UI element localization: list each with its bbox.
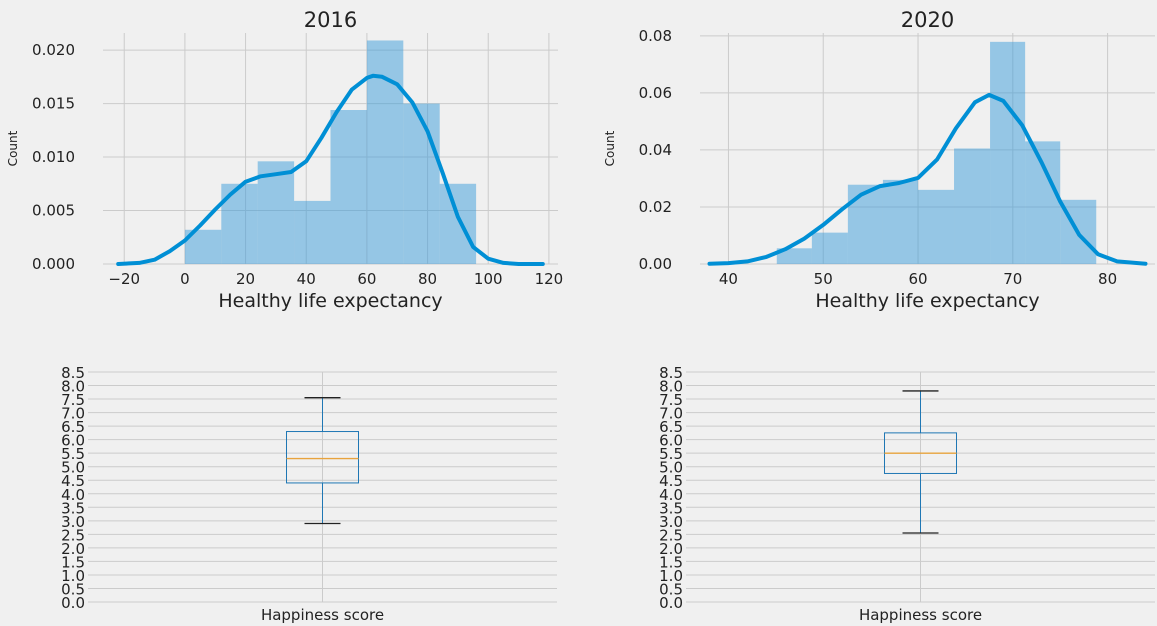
y-tick-label: 0.02	[639, 198, 672, 216]
box-panel-2: 0.00.51.01.52.02.53.03.54.04.55.05.56.06…	[61, 364, 557, 624]
hist-panel-0: −20 0 20 40 60 80 100 120 0.000 0.005 0.010 0.015 0.…	[6, 8, 563, 312]
histogram-bar	[811, 232, 848, 264]
y-tick-label: 0.0	[61, 594, 85, 612]
x-tick-label: 100	[474, 270, 503, 288]
x-tick-label: 40	[719, 270, 738, 288]
x-axis-label: Healthy life expectancy	[218, 290, 442, 312]
y-tick-label: 0.015	[32, 95, 75, 113]
box-iqr	[286, 431, 359, 484]
y-tick-label: 2.0	[61, 540, 85, 558]
x-tick-label: 80	[1098, 270, 1117, 288]
y-tick-label: 0.0	[659, 594, 683, 612]
y-tick-label: 0.5	[61, 580, 85, 598]
y-tick-label: 4.5	[659, 472, 683, 490]
y-tick-label: 4.0	[61, 486, 85, 504]
y-tick-label: 4.5	[61, 472, 85, 490]
y-tick-label: 4.0	[659, 486, 683, 504]
y-axis-label: Count	[603, 130, 617, 166]
y-tick-label: 2.5	[659, 526, 683, 544]
y-tick-label: 2.5	[61, 526, 85, 544]
histogram-bar	[257, 161, 295, 264]
x-tick-label: Happiness score	[859, 606, 982, 624]
hist-panel-1: 40 50 60 70 80 0.00 0.02 0.04 0.06 0.08 2020 Health…	[603, 8, 1155, 312]
chart-title: 2016	[304, 8, 357, 32]
y-tick-label: 3.5	[659, 499, 683, 517]
x-tick-label: 120	[535, 270, 564, 288]
kde-line	[116, 73, 545, 266]
x-tick-label: 80	[418, 270, 437, 288]
histogram-bar	[918, 189, 955, 264]
y-tick-label: 2.0	[659, 540, 683, 558]
histogram-bar	[294, 200, 331, 264]
kde-line	[707, 92, 1148, 266]
y-tick-label: 0.5	[659, 580, 683, 598]
y-tick-label: 0.08	[639, 27, 672, 45]
x-tick-label: 60	[357, 270, 376, 288]
y-tick-label: 8.0	[61, 378, 85, 396]
chart-title: 2020	[901, 8, 954, 32]
box-panel-3: 0.00.51.01.52.02.53.03.54.04.55.05.56.06…	[659, 364, 1155, 624]
x-tick-label: 70	[1003, 270, 1022, 288]
y-tick-label: 7.5	[61, 391, 85, 409]
y-tick-label: 7.0	[61, 405, 85, 423]
y-tick-label: 0.00	[639, 255, 672, 273]
y-tick-label: 7.5	[659, 391, 683, 409]
x-tick-label: 20	[236, 270, 255, 288]
y-tick-label: 5.0	[659, 459, 683, 477]
y-tick-label: 1.0	[659, 567, 683, 585]
histogram-bar	[954, 148, 991, 264]
histogram-bar	[330, 110, 367, 264]
histogram-bar	[847, 184, 883, 264]
y-tick-label: 3.5	[61, 499, 85, 517]
x-axis-label: Healthy life expectancy	[815, 290, 1039, 312]
histogram-bar	[439, 183, 477, 264]
y-tick-label: 0.005	[32, 202, 75, 220]
y-tick-label: 8.0	[659, 378, 683, 396]
y-tick-label: 0.06	[639, 84, 672, 102]
y-tick-label: 1.0	[61, 567, 85, 585]
histogram-bar	[1025, 141, 1061, 264]
y-tick-label: 0.020	[32, 41, 75, 59]
y-tick-label: 5.5	[61, 445, 85, 463]
histogram-bar	[990, 41, 1026, 264]
x-tick-label: −20	[108, 270, 140, 288]
y-tick-label: 7.0	[659, 405, 683, 423]
y-tick-label: 8.5	[659, 364, 683, 382]
histogram-bar	[403, 103, 440, 264]
x-tick-label: 0	[180, 270, 190, 288]
y-tick-label: 6.0	[61, 432, 85, 450]
x-tick-label: 60	[908, 270, 927, 288]
y-tick-label: 5.5	[659, 445, 683, 463]
histogram-bar	[776, 248, 812, 264]
y-tick-label: 3.0	[61, 513, 85, 531]
y-tick-label: 0.000	[32, 255, 75, 273]
histogram-bar	[882, 179, 919, 264]
y-tick-label: 6.5	[659, 418, 683, 436]
y-tick-label: 6.5	[61, 418, 85, 436]
x-tick-label: 40	[297, 270, 316, 288]
y-tick-label: 1.5	[61, 553, 85, 571]
y-tick-label: 0.04	[639, 141, 672, 159]
y-tick-label: 8.5	[61, 364, 85, 382]
y-tick-label: 6.0	[659, 432, 683, 450]
y-axis-label: Count	[6, 130, 20, 166]
y-tick-label: 3.0	[659, 513, 683, 531]
y-tick-label: 0.010	[32, 148, 75, 166]
x-tick-label: Happiness score	[261, 606, 384, 624]
y-tick-label: 5.0	[61, 459, 85, 477]
x-tick-label: 50	[814, 270, 833, 288]
y-tick-label: 1.5	[659, 553, 683, 571]
